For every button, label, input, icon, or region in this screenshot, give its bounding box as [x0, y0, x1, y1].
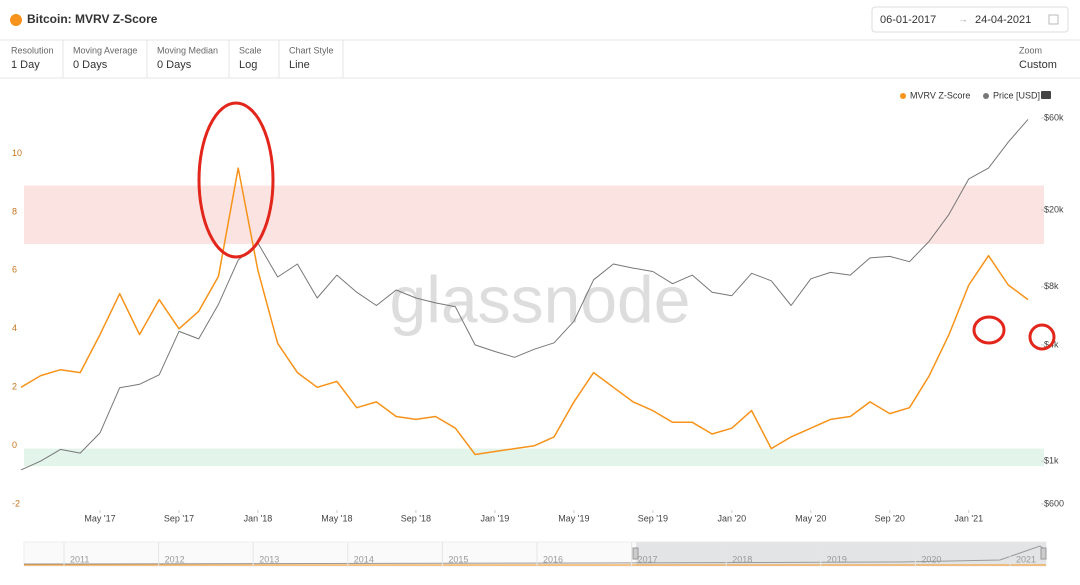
y-tick-label: -2 — [12, 499, 20, 509]
date-range[interactable] — [871, 6, 1069, 33]
y2-tick-label: $20k — [1044, 204, 1064, 214]
zoom-value[interactable]: Custom — [1019, 59, 1057, 71]
annotation-circle — [197, 101, 275, 259]
navigator-year: 2018 — [732, 554, 752, 564]
control-value[interactable]: 0 Days — [157, 59, 192, 71]
y-tick-label: 6 — [12, 265, 17, 275]
y2-tick-label: $60k — [1044, 112, 1064, 122]
navigator-year: 2015 — [448, 554, 468, 564]
zone-band — [24, 448, 1044, 467]
zone-band — [24, 185, 1044, 245]
control-value[interactable]: 1 Day — [11, 59, 40, 71]
watermark: glassnode — [390, 262, 691, 336]
y2-tick-label: $1k — [1044, 455, 1059, 465]
navigator-year: 2019 — [827, 554, 847, 564]
x-tick-label: Jan '21 — [954, 513, 983, 523]
control-label: Chart Style — [289, 45, 334, 55]
page-title: Bitcoin: MVRV Z-Score — [27, 12, 158, 26]
x-tick-label: Sep '20 — [875, 513, 905, 523]
legend-swatch — [900, 93, 906, 99]
series-line — [20, 167, 1029, 456]
x-tick-label: May '17 — [84, 513, 115, 523]
control-label: Scale — [239, 45, 262, 55]
calendar-icon[interactable] — [1048, 14, 1059, 25]
arrow: → — [958, 15, 968, 26]
date-from[interactable]: 06-01-2017 — [880, 14, 936, 26]
control-value[interactable]: Line — [289, 59, 310, 71]
legend-label[interactable]: MVRV Z-Score — [910, 90, 970, 100]
y-tick-label: 0 — [12, 440, 17, 450]
x-tick-label: Sep '18 — [401, 513, 431, 523]
control-value[interactable]: Log — [239, 59, 257, 71]
legend-swatch — [983, 93, 989, 99]
navigator-year: 2017 — [638, 554, 658, 564]
date-to[interactable]: 24-04-2021 — [975, 14, 1031, 26]
navigator-years: 2011 2012 2013 2014 2015 2016 2017 2018 2019 2020… — [63, 542, 1036, 566]
x-tick-label: Jan '18 — [244, 513, 273, 523]
camera-icon[interactable] — [1041, 91, 1051, 99]
x-tick-label: May '20 — [795, 513, 826, 523]
annotation-circle — [972, 315, 1006, 345]
navigator-line — [23, 545, 1047, 565]
y2-tick-label: $8k — [1044, 281, 1059, 291]
navigator-year: 2011 — [70, 554, 89, 564]
x-tick-label: Jan '19 — [481, 513, 510, 523]
navigator-handle[interactable] — [632, 547, 639, 560]
controls: Resolution 1 Day Moving Average 0 Days Movin… — [11, 40, 344, 78]
y2-tick-label: $600 — [1044, 498, 1064, 508]
navigator-handle[interactable] — [1040, 547, 1047, 560]
y-tick-label: 4 — [12, 323, 17, 333]
navigator-year: 2020 — [921, 554, 941, 564]
y-tick-label: 10 — [12, 148, 22, 158]
navigator-year: 2016 — [543, 554, 563, 564]
btc-icon — [10, 14, 22, 26]
control-label: Moving Average — [73, 45, 137, 55]
x-tick-label: Sep '17 — [164, 513, 194, 523]
annotation-circle — [1028, 323, 1056, 351]
control-label: Moving Median — [157, 45, 218, 55]
control-label: Resolution — [11, 45, 54, 55]
zoom-label: Zoom — [1019, 45, 1042, 55]
navigator-year: 2014 — [354, 554, 374, 564]
control-value[interactable]: 0 Days — [73, 59, 108, 71]
series-line — [20, 119, 1029, 471]
y-tick-label: 2 — [12, 382, 17, 392]
x-tick-label: May '19 — [558, 513, 589, 523]
legend-label[interactable]: Price [USD] — [993, 90, 1040, 100]
x-tick-label: May '18 — [321, 513, 352, 523]
y-tick-label: 8 — [12, 206, 17, 216]
navigator-year: 2012 — [165, 554, 185, 564]
navigator-year: 2021 — [1016, 554, 1036, 564]
x-tick-label: Jan '20 — [717, 513, 746, 523]
x-tick-label: Sep '19 — [638, 513, 668, 523]
navigator-year: 2013 — [259, 554, 279, 564]
